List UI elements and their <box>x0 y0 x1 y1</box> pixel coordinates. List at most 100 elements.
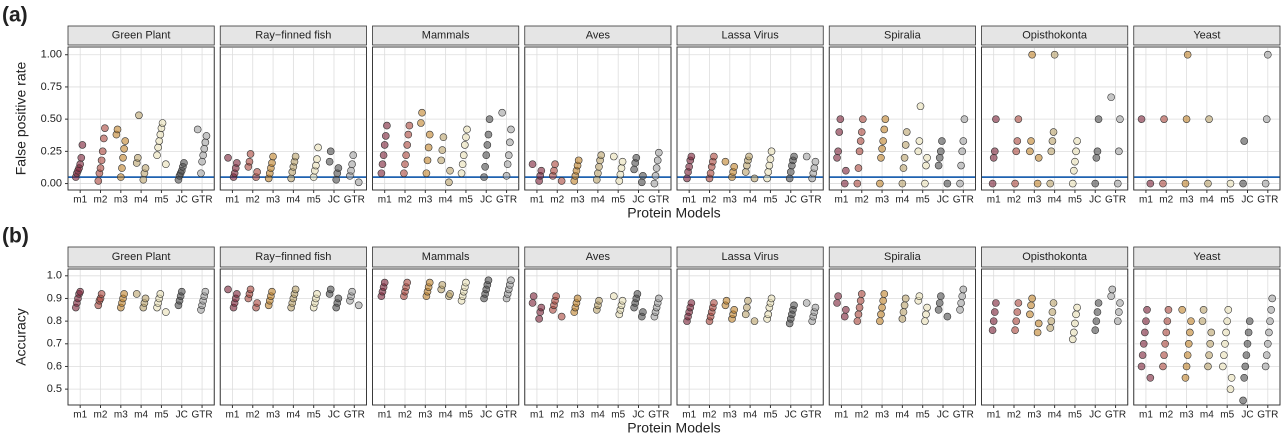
point <box>833 299 841 307</box>
point <box>422 169 431 178</box>
point <box>313 290 321 298</box>
facet-title: Spiralia <box>884 29 922 41</box>
point <box>425 130 434 139</box>
point <box>1137 362 1146 371</box>
x-tick-label: m2 <box>703 195 717 206</box>
point <box>132 290 141 298</box>
point <box>423 156 432 165</box>
facet-title: Green Plant <box>112 251 171 263</box>
x-tick-label: m5 <box>611 195 625 206</box>
x-tick-label: m4 <box>895 195 909 206</box>
point <box>857 128 866 136</box>
point <box>594 169 602 178</box>
point <box>899 308 908 316</box>
x-tick-label: m3 <box>571 195 585 206</box>
point <box>438 146 447 154</box>
point <box>853 317 862 325</box>
point <box>1107 292 1115 301</box>
point <box>354 178 363 187</box>
point <box>730 305 739 314</box>
point <box>915 292 924 301</box>
point <box>914 147 923 156</box>
point <box>943 179 952 188</box>
point <box>162 308 170 316</box>
point <box>1047 317 1056 325</box>
point <box>1241 362 1250 371</box>
x-tick-label: m3 <box>875 410 889 421</box>
point <box>504 151 513 160</box>
point <box>741 168 750 176</box>
point <box>1184 339 1193 348</box>
point <box>377 169 386 178</box>
x-tick-label: JC <box>480 410 492 421</box>
point <box>721 157 730 166</box>
point <box>956 179 964 188</box>
point <box>934 161 943 170</box>
point <box>1265 328 1273 337</box>
strip-background <box>828 25 976 46</box>
point <box>1268 294 1277 303</box>
point <box>287 174 295 183</box>
x-tick-label: GTR <box>801 195 822 206</box>
panel-border <box>67 268 215 406</box>
point <box>916 102 925 111</box>
point <box>1186 328 1194 337</box>
point <box>1207 328 1216 337</box>
x-tick-label: m3 <box>418 195 432 206</box>
point <box>595 296 603 305</box>
point <box>615 177 624 185</box>
point <box>200 144 209 153</box>
x-tick-label: GTR <box>496 195 517 206</box>
x-tick-label: m4 <box>1048 410 1062 421</box>
point <box>1264 50 1272 59</box>
point <box>1262 351 1271 359</box>
panel-border <box>372 268 520 406</box>
point <box>1198 317 1207 325</box>
panel-label: (b) <box>2 225 29 248</box>
point <box>1091 326 1100 335</box>
point <box>877 310 885 319</box>
point <box>857 290 866 298</box>
point <box>881 115 890 123</box>
x-tick-label: GTR <box>344 410 365 421</box>
point <box>956 305 964 314</box>
y-tick-label: 0.50 <box>41 113 62 125</box>
x-tick-label: m1 <box>530 410 544 421</box>
x-tick-label: m2 <box>246 410 260 421</box>
facet-title: Spiralia <box>884 251 922 263</box>
x-tick-label: m1 <box>834 410 848 421</box>
facet-title: Aves <box>586 29 611 41</box>
x-tick-label: m4 <box>591 410 605 421</box>
point <box>1072 147 1080 156</box>
point <box>401 160 409 169</box>
y-tick-label: 0.00 <box>41 177 62 189</box>
facet-title: Mammals <box>422 29 470 41</box>
point <box>177 287 186 296</box>
point <box>767 294 776 303</box>
point <box>957 299 965 307</box>
point <box>842 166 850 175</box>
point <box>934 305 943 314</box>
point <box>902 128 911 136</box>
point <box>597 151 605 160</box>
point <box>325 157 334 166</box>
point <box>326 147 335 156</box>
point <box>246 285 255 294</box>
x-tick-label: m3 <box>1180 410 1194 421</box>
x-tick-label: GTR <box>192 195 213 206</box>
point <box>1046 179 1055 188</box>
point <box>957 161 965 170</box>
x-tick-label: m5 <box>459 410 473 421</box>
point <box>193 125 202 134</box>
point <box>1262 115 1271 123</box>
facet-title: Green Plant <box>112 29 171 41</box>
point <box>1013 137 1022 145</box>
point <box>462 133 470 141</box>
point <box>1226 179 1235 188</box>
x-tick-label: m5 <box>307 410 321 421</box>
x-tick-label: m3 <box>418 410 432 421</box>
point <box>1091 179 1100 188</box>
point <box>120 290 128 298</box>
point <box>840 179 849 188</box>
x-tick-label: GTR <box>953 410 974 421</box>
